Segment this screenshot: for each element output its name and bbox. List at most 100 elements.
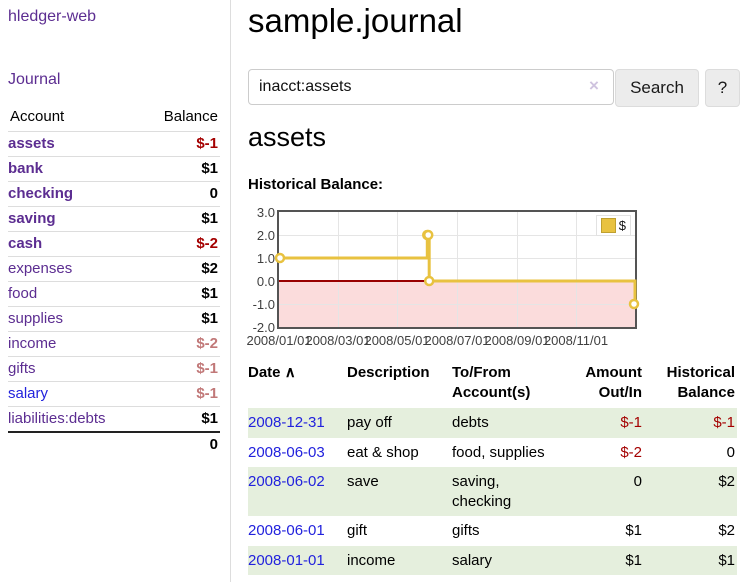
account-row: assets $-1	[8, 131, 220, 157]
account-link[interactable]: income	[8, 335, 57, 352]
historical-balance-chart: $ 3.0 2.0 1.0 0.0 -1.0 -2.0 2008/01/01 2008/03…	[246, 200, 668, 350]
transaction-description: income	[347, 545, 452, 575]
gridline	[397, 212, 398, 327]
accounts-column-header: To/From Account(s)	[452, 364, 531, 401]
y-axis-tick-label: 0.0	[256, 274, 275, 289]
x-axis-tick-label: 2008/01/01	[246, 333, 312, 348]
register-heading: assets	[248, 122, 327, 152]
app-title-link[interactable]: hledger-web	[8, 8, 97, 25]
legend-label: $	[618, 218, 626, 233]
x-axis-tick-label: 2008/03/01	[305, 333, 371, 348]
account-row: gifts $-1	[8, 356, 220, 382]
transaction-accounts: saving, checking	[452, 467, 567, 516]
x-axis-tick-label: 2008/09/01	[484, 333, 550, 348]
date-sort-link[interactable]: Date	[248, 364, 281, 381]
account-tree-header: Account Balance	[8, 103, 220, 132]
transaction-balance: $2	[718, 522, 735, 539]
data-point-marker	[423, 275, 435, 287]
account-balance: $1	[140, 281, 220, 307]
account-balance: $2	[140, 256, 220, 282]
sidebar: hledger-web Journal Account Balance asse…	[0, 0, 231, 582]
account-link[interactable]: saving	[8, 210, 56, 227]
transaction-amount: 0	[567, 467, 644, 516]
account-row: cash $-2	[8, 231, 220, 257]
transaction-balance: 0	[726, 443, 735, 461]
transaction-balance: $-1	[644, 408, 737, 438]
search-form: × Search ?	[248, 69, 740, 107]
accounts-total-row: 0	[8, 431, 220, 457]
account-row: salary $-1	[8, 381, 220, 407]
description-column-header: Description	[347, 364, 430, 381]
y-axis-tick-label: 2.0	[256, 228, 275, 243]
transaction-date-link[interactable]: 2008-01-01	[248, 551, 325, 569]
register-row: 2008-12-31 pay off debts $-1 $-1	[248, 408, 737, 438]
transaction-balance: $2	[644, 467, 737, 516]
account-link[interactable]: food	[8, 285, 38, 302]
account-balance: $1	[140, 206, 220, 232]
transaction-amount: $1	[625, 522, 642, 539]
transaction-accounts: debts	[452, 408, 567, 438]
sort-ascending-icon: ∧	[284, 364, 296, 381]
balance-column-header: Historical Balance	[666, 364, 735, 401]
balance-column-header: Balance	[163, 108, 218, 125]
chart-legend: $	[595, 215, 631, 236]
page-title: sample.journal	[248, 2, 463, 39]
account-column-header: Account	[10, 108, 65, 125]
account-balance: $-2	[140, 231, 220, 257]
nav-journal-link[interactable]: Journal	[8, 71, 61, 88]
search-input[interactable]	[248, 69, 614, 105]
help-button[interactable]: ?	[705, 69, 740, 107]
account-row: expenses $2	[8, 256, 220, 282]
transaction-amount: $-1	[567, 408, 644, 438]
clear-search-icon[interactable]: ×	[589, 76, 599, 95]
transaction-accounts: food, supplies	[452, 443, 545, 461]
account-link[interactable]: checking	[8, 185, 74, 202]
y-axis-tick-label: -2.0	[252, 320, 275, 335]
chart-title: Historical Balance:	[248, 176, 384, 193]
account-balance: 0	[140, 181, 220, 207]
account-row: saving $1	[8, 206, 220, 232]
account-link[interactable]: cash	[8, 235, 43, 252]
transaction-date-link[interactable]: 2008-06-01	[248, 522, 325, 539]
transaction-date-link[interactable]: 2008-12-31	[248, 414, 325, 431]
account-row: liabilities:debts $1	[8, 406, 220, 432]
gridline	[279, 258, 635, 259]
account-link[interactable]: gifts	[8, 360, 36, 377]
account-link[interactable]: bank	[8, 160, 44, 177]
transaction-description: eat & shop	[347, 443, 419, 461]
account-row: supplies $1	[8, 306, 220, 332]
gridline	[338, 212, 339, 327]
transaction-date-link[interactable]: 2008-06-02	[248, 473, 325, 490]
account-link[interactable]: salary	[8, 385, 49, 402]
data-point-marker	[628, 298, 640, 310]
transaction-description: gift	[347, 522, 368, 539]
chart-series	[274, 229, 640, 310]
search-button[interactable]: Search	[615, 69, 699, 107]
account-link[interactable]: expenses	[8, 260, 73, 277]
y-axis-tick-label: -1.0	[252, 297, 275, 312]
account-link[interactable]: assets	[8, 135, 55, 152]
account-balance: $-1	[140, 356, 220, 382]
register-row: 2008-06-01 gift gifts $1 $2	[248, 516, 737, 546]
data-point-marker	[422, 229, 434, 241]
gridline	[279, 304, 635, 305]
account-balance: $-2	[140, 331, 220, 357]
chart-plot-area: $ 3.0 2.0 1.0 0.0 -1.0 -2.0 2008/01/01 2008/03…	[246, 205, 640, 348]
x-axis-tick-label: 2008/05/01	[364, 333, 430, 348]
balance-step-line	[279, 233, 637, 304]
accounts-total-balance: 0	[140, 431, 220, 457]
gridline	[576, 212, 577, 327]
register-row: 2008-01-01 income salary $1 $1	[248, 545, 737, 575]
transaction-date-link[interactable]: 2008-06-03	[248, 443, 325, 461]
transaction-accounts: gifts	[452, 522, 480, 539]
account-tree-body: assets $-1 bank $1 checking 0 saving $1 cash $-2 e…	[8, 131, 220, 457]
account-row: checking 0	[8, 181, 220, 207]
account-balance: $-1	[140, 131, 220, 157]
account-link[interactable]: supplies	[8, 310, 64, 327]
main-content: sample.journal × Search ? assets Histori…	[246, 0, 742, 582]
account-link[interactable]: liabilities:debts	[8, 410, 106, 427]
date-column-header[interactable]: Date ∧	[248, 361, 347, 408]
y-axis-tick-label: 1.0	[256, 251, 275, 266]
account-row: bank $1	[8, 156, 220, 182]
register-table-body: 2008-12-31 pay off debts $-1 $-1 2008-06-03 ea…	[248, 408, 737, 575]
